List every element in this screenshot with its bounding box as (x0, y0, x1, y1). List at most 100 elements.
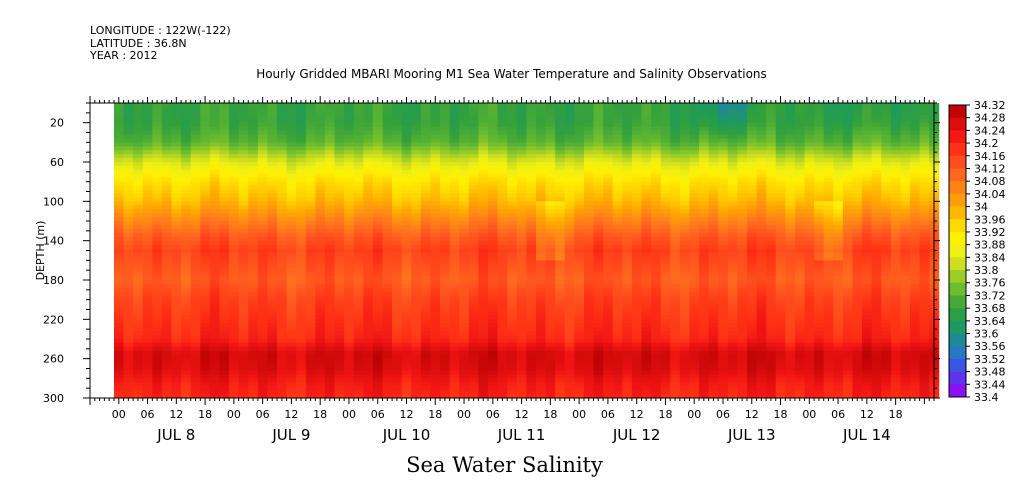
heatmap-cell (219, 158, 230, 163)
heatmap-cell (286, 189, 297, 194)
heatmap-cell (190, 118, 201, 124)
heatmap-cell (229, 319, 240, 324)
heatmap-cell (545, 185, 556, 190)
heatmap-cell (535, 276, 546, 281)
heatmap-cell (152, 154, 163, 159)
heatmap-cell (478, 232, 489, 238)
heatmap-cell (670, 185, 681, 190)
heatmap-cell (497, 394, 508, 399)
heatmap-cell (200, 268, 211, 273)
heatmap-cell (718, 197, 729, 202)
heatmap-cell (651, 126, 662, 131)
heatmap-cell (334, 213, 345, 218)
heatmap-cell (324, 374, 335, 379)
heatmap-cell (564, 177, 575, 183)
heatmap-cell (555, 354, 566, 360)
heatmap-cell (430, 370, 441, 375)
heatmap-cell (382, 228, 393, 234)
heatmap-cell (430, 264, 441, 269)
heatmap-cell (171, 291, 182, 297)
heatmap-cell (238, 327, 249, 332)
heatmap-cell (219, 138, 230, 143)
heatmap-cell (545, 374, 556, 379)
heatmap-cell (181, 287, 192, 293)
heatmap-cell (478, 150, 489, 155)
heatmap-cell (468, 201, 479, 206)
heatmap-cell (583, 130, 594, 135)
heatmap-cell (660, 221, 671, 226)
heatmap-cell (670, 106, 681, 112)
heatmap-cell (420, 268, 431, 273)
heatmap-cell (679, 217, 690, 222)
heatmap-cell (535, 177, 546, 183)
heatmap-cell (296, 319, 307, 324)
heatmap-cell (286, 303, 297, 308)
heatmap-cell (737, 205, 748, 210)
heatmap-cell (161, 122, 172, 127)
heatmap-cell (248, 110, 259, 116)
heatmap-cell (344, 358, 355, 363)
heatmap-cell (440, 110, 451, 116)
heatmap-cell (468, 158, 479, 163)
heatmap-cell (727, 162, 738, 167)
heatmap-cell (411, 331, 422, 336)
heatmap-cell (324, 335, 335, 340)
heatmap-cell (200, 299, 211, 304)
heatmap-cell (286, 358, 297, 363)
heatmap-cell (113, 299, 124, 304)
heatmap-cell (229, 331, 240, 336)
heatmap-cell (459, 390, 470, 395)
heatmap-cell (440, 106, 451, 112)
heatmap-cell (516, 307, 527, 312)
heatmap-cell (286, 378, 297, 383)
heatmap-cell (430, 299, 441, 304)
heatmap-cell (353, 228, 364, 234)
heatmap-cell (324, 134, 335, 139)
heatmap-cell (200, 165, 211, 171)
heatmap-cell (142, 165, 153, 171)
heatmap-cell (651, 142, 662, 147)
heatmap-cell (564, 390, 575, 395)
heatmap-cell (372, 354, 383, 360)
heatmap-cell (305, 319, 316, 324)
heatmap-cell (727, 169, 738, 175)
heatmap-cell (507, 169, 518, 175)
heatmap-cell (161, 126, 172, 131)
heatmap-cell (574, 224, 585, 230)
heatmap-cell (564, 118, 575, 124)
heatmap-cell (219, 142, 230, 147)
heatmap-cell (142, 323, 153, 328)
heatmap-cell (574, 158, 585, 163)
heatmap-cell (324, 114, 335, 120)
heatmap-cell (516, 350, 527, 356)
heatmap-cell (181, 342, 192, 348)
heatmap-cell (267, 342, 278, 348)
heatmap-cell (679, 224, 690, 230)
heatmap-cell (238, 126, 249, 131)
heatmap-cell (238, 378, 249, 383)
heatmap-cell (679, 173, 690, 179)
heatmap-cell (718, 240, 729, 245)
heatmap-cell (113, 217, 124, 222)
heatmap-cell (257, 177, 268, 183)
heatmap-cell (181, 221, 192, 226)
heatmap-cell (449, 362, 460, 367)
heatmap-cell (746, 193, 757, 198)
heatmap-cell (113, 370, 124, 375)
heatmap-cell (737, 150, 748, 155)
heatmap-cell (718, 252, 729, 257)
heatmap-cell (718, 146, 729, 151)
heatmap-cell (670, 126, 681, 131)
heatmap-cell (497, 106, 508, 112)
heatmap-cell (248, 307, 259, 312)
heatmap-cell (296, 106, 307, 112)
heatmap-cell (181, 197, 192, 202)
heatmap-cell (113, 366, 124, 371)
heatmap-cell (564, 291, 575, 297)
heatmap-cell (401, 197, 412, 202)
heatmap-cell (315, 276, 326, 281)
heatmap-cell (593, 358, 604, 363)
heatmap-cell (123, 276, 134, 281)
heatmap-cell (133, 319, 144, 324)
heatmap-cell (449, 221, 460, 226)
